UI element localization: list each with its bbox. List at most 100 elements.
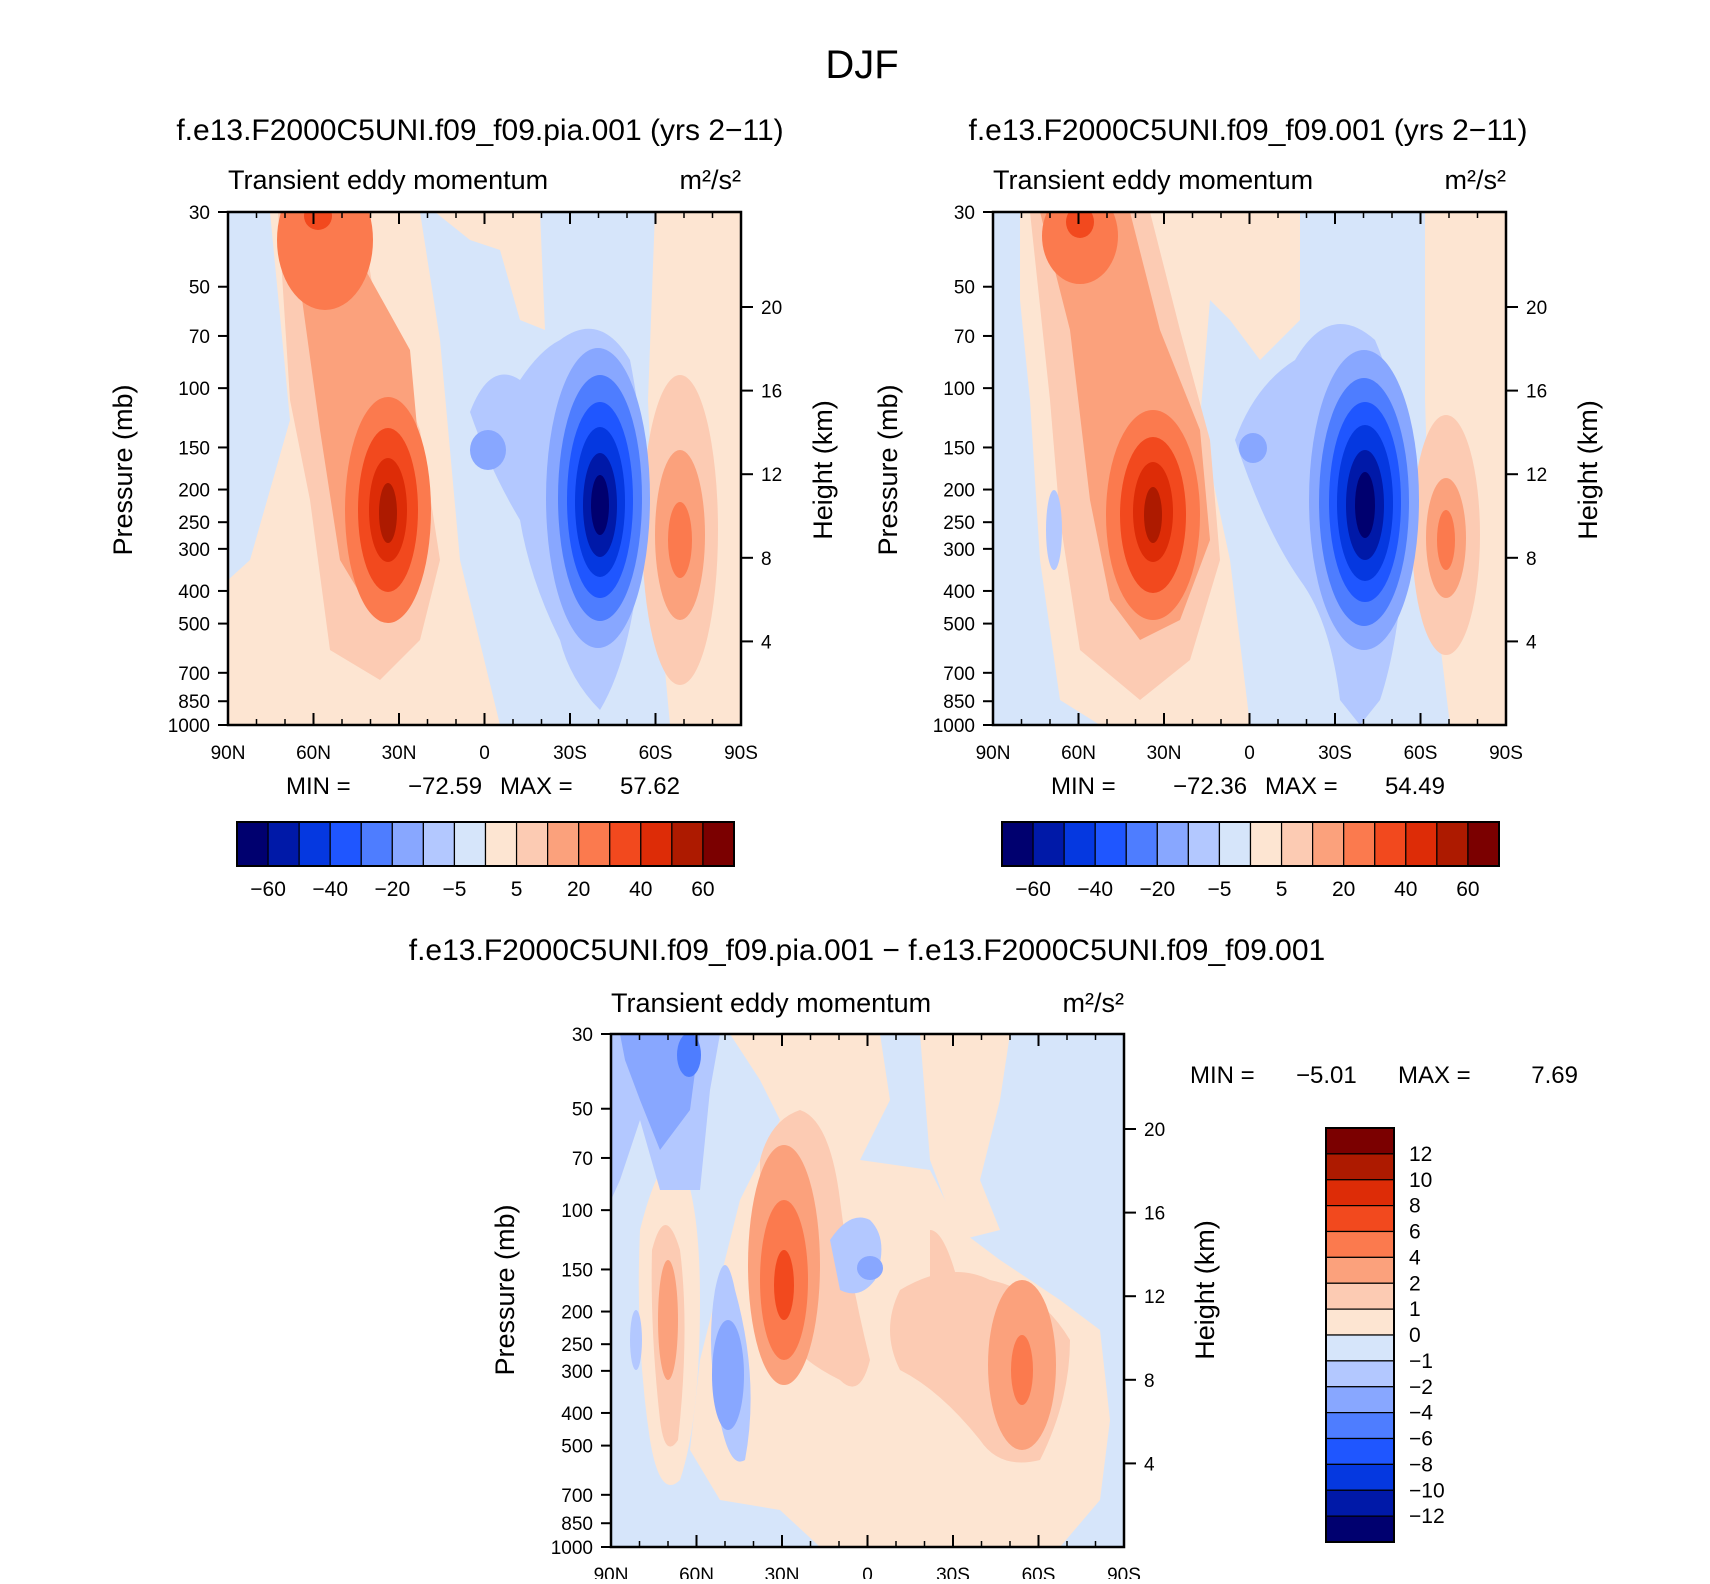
panel-2-right-axis: 20 16 12 8 4	[1506, 298, 1547, 653]
panel-diff-xtick-label: 90N	[594, 1565, 629, 1579]
panel-diff-rtick-label: 12	[1144, 1287, 1165, 1308]
panel-1-colorbar-swatch	[578, 821, 611, 867]
panel-2-ytick-label: 250	[943, 513, 975, 534]
panel-diff-ylabel: Pressure (mb)	[490, 1204, 520, 1375]
panel-diff-rtick-label: 16	[1144, 1204, 1165, 1225]
panel-diff-colorbar-label: 0	[1409, 1324, 1421, 1347]
panel-1-rtick-label: 16	[761, 382, 782, 403]
panel-diff-xtick-label: 90S	[1107, 1565, 1141, 1579]
panel-2-colorbar-label: 20	[1332, 878, 1355, 901]
panel-diff-ytick-label: 70	[572, 1149, 593, 1170]
panel-diff-ytick-label: 200	[561, 1303, 593, 1324]
panel-2-colorbar-label: 40	[1394, 878, 1417, 901]
panel-1-colorbar-swatch	[453, 821, 487, 867]
panel-2-ytick-label: 30	[954, 203, 975, 224]
panel-diff-rtick-label: 8	[1144, 1371, 1155, 1392]
panel-1-xtick-label: 30S	[553, 743, 587, 764]
panel-2-x-axis: 90N 60N 30N 0 30S 60S 90S	[976, 212, 1523, 764]
panel-1-colorbar: −60 −40 −20 −5 5 20 40 60	[236, 821, 735, 901]
panel-2-colorbar-swatch	[1094, 821, 1127, 867]
panel-diff-y-axis: 30 50 70 100 150 200 250 300 400 500 700 850 1000	[551, 1025, 611, 1559]
panel-1-units: m²/s²	[680, 165, 741, 195]
panel-diff-ytick-label: 700	[561, 1486, 593, 1507]
panel-diff-ytick-label: 400	[561, 1404, 593, 1425]
panel-diff-colorbar-swatch	[1325, 1489, 1395, 1517]
panel-1-ylabel: Pressure (mb)	[108, 384, 138, 555]
panel-1-max-value: 57.62	[620, 773, 680, 800]
panel-1-colorbar-swatch	[609, 821, 642, 867]
panel-2-rtick-label: 8	[1526, 549, 1537, 570]
panel-2-colorbar-swatch	[1436, 821, 1469, 867]
panel-2-xtick-label: 60N	[1061, 743, 1096, 764]
panel-1-ytick-label: 1000	[168, 716, 210, 737]
panel-2-ytick-label: 70	[954, 327, 975, 348]
panel-diff-colorbar-swatch	[1325, 1256, 1395, 1284]
panel-1-max-label: MAX =	[500, 773, 573, 800]
panel-diff-colorbar-frame	[1325, 1127, 1395, 1543]
panel-1-subtitle: Transient eddy momentum	[228, 165, 548, 195]
panel-1-y-axis: 30 50 70 100 150 200 250 300 400 500 700 850 1000	[168, 203, 228, 737]
panel-diff-colorbar-label: 10	[1409, 1169, 1432, 1192]
panel-1-xtick-label: 60N	[296, 743, 331, 764]
panel-1-colorbar-swatch	[329, 821, 362, 867]
panel-2-colorbar-swatch	[1405, 821, 1438, 867]
panel-2-ytick-label: 200	[943, 481, 975, 502]
panel-2-colorbar-swatch	[1125, 821, 1158, 867]
panel-diff-colorbar-label: −8	[1409, 1453, 1433, 1476]
panel-2-min-value: −72.36	[1173, 773, 1247, 800]
panel-1-xtick-label: 0	[479, 743, 490, 764]
panel-1-min-value: −72.59	[408, 773, 482, 800]
panel-diff-xtick-label: 0	[862, 1565, 873, 1579]
panel-1-xtick-label: 30N	[382, 743, 417, 764]
panel-2-xtick-label: 60S	[1404, 743, 1438, 764]
panel-1-ytick-label: 850	[178, 692, 210, 713]
panel-diff-ytick-label: 50	[572, 1100, 593, 1121]
panel-diff-colorbar-swatch	[1325, 1205, 1395, 1233]
panel-2-colorbar-swatch	[1218, 821, 1252, 867]
panel-diff-contours	[611, 1034, 1124, 1547]
panel-diff-colorbar-swatch	[1325, 1282, 1395, 1310]
panel-1-xtick-label: 90S	[724, 743, 758, 764]
panel-diff-colorbar-swatch	[1325, 1386, 1395, 1414]
panel-1-ytick-label: 400	[178, 582, 210, 603]
panel-diff-colorbar-label: −1	[1409, 1350, 1433, 1373]
panel-1-colorbar-swatch	[515, 821, 549, 867]
panel-2-colorbar-swatch	[1280, 821, 1314, 867]
panel-2-colorbar-swatch	[1187, 821, 1221, 867]
panel-1-colorbar-label: −20	[375, 878, 411, 901]
panel-diff-colorbar-swatch	[1325, 1153, 1395, 1181]
figure-title: DJF	[825, 43, 898, 87]
panel-2-ytick-label: 850	[943, 692, 975, 713]
panel-1-colorbar-label: 20	[567, 878, 590, 901]
panel-2-ylabel: Pressure (mb)	[873, 384, 903, 555]
panel-1-colorbar-swatch	[267, 821, 300, 867]
panel-diff-colorbar-swatch	[1325, 1360, 1395, 1388]
panel-2-colorbar-label: −40	[1077, 878, 1113, 901]
panel-1-min-label: MIN =	[286, 773, 351, 800]
panel-1-ytick-label: 500	[178, 615, 210, 636]
panel-diff-xtick-label: 30N	[765, 1565, 800, 1579]
panel-diff-units: m²/s²	[1063, 988, 1124, 1018]
panel-diff-colorbar-swatch	[1325, 1127, 1395, 1155]
panel-diff-ytick-label: 150	[561, 1260, 593, 1281]
panel-2: f.e13.F2000C5UNI.f09_f09.001 (yrs 2−11) …	[873, 114, 1603, 901]
panel-1-contours	[228, 212, 741, 725]
panel-2-colorbar-frame	[1001, 821, 1500, 867]
panel-1-colorbar-swatch	[484, 821, 518, 867]
panel-2-colorbar-swatch	[1063, 821, 1096, 867]
panel-2-ytick-label: 1000	[933, 716, 975, 737]
panel-diff-colorbar-label: 12	[1409, 1143, 1432, 1166]
panel-2-rtick-label: 16	[1526, 382, 1547, 403]
panel-diff-ytick-label: 500	[561, 1437, 593, 1458]
panel-2-colorbar-swatch	[1467, 821, 1500, 867]
panel-2-y-axis: 30 50 70 100 150 200 250 300 400 500 700 850 1000	[933, 203, 993, 737]
panel-2-title: f.e13.F2000C5UNI.f09_f09.001 (yrs 2−11)	[969, 114, 1528, 147]
panel-diff-ytick-label: 250	[561, 1335, 593, 1356]
panel-diff-colorbar-label: 8	[1409, 1195, 1421, 1218]
panel-diff-colorbar-label: −2	[1409, 1376, 1433, 1399]
panel-1-colorbar-swatch	[236, 821, 269, 867]
panel-diff-subtitle: Transient eddy momentum	[611, 988, 931, 1018]
panel-diff-max-label: MAX =	[1398, 1062, 1471, 1089]
panel-2-colorbar: −60 −40 −20 −5 5 20 40 60	[1001, 821, 1500, 901]
